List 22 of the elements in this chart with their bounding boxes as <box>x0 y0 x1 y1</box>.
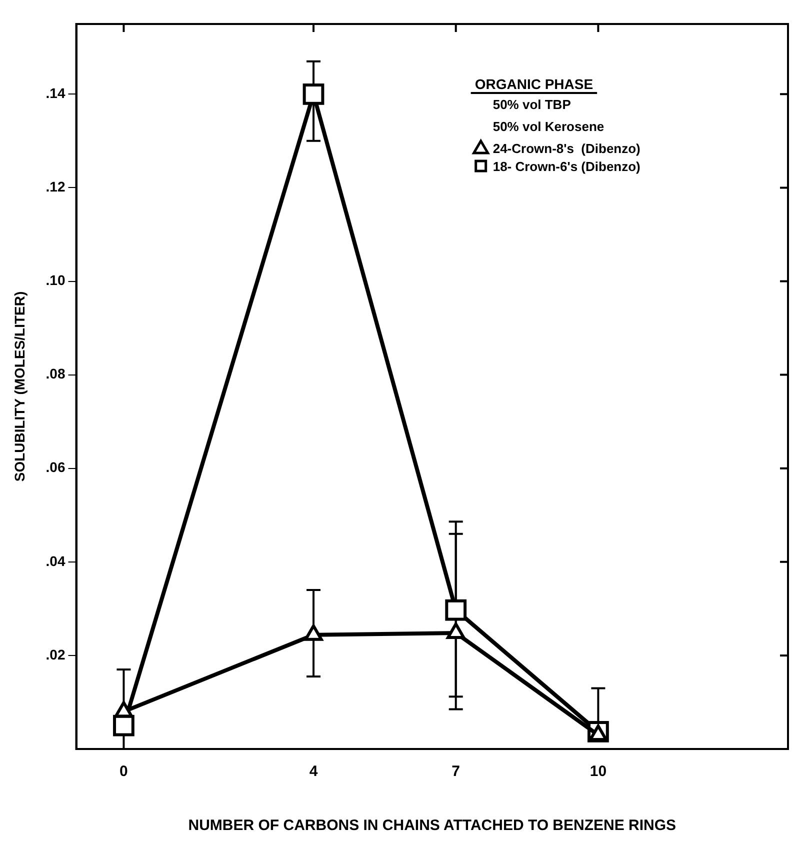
annotation: 50% vol TBP <box>492 97 572 112</box>
point <box>446 622 466 639</box>
y-axis-title: SOLUBILITY (MOLES/LITER) <box>11 291 28 482</box>
legend-label: 24-Crown-8's (Dibenzo) <box>492 141 640 156</box>
y-tick-label: .10 <box>46 272 66 288</box>
x-tick-label: 4 <box>309 763 318 780</box>
y-tick-label: .08 <box>46 366 66 382</box>
y-tick-label: .12 <box>46 178 66 195</box>
legend-label: 18- Crown-6's (Dibenzo) <box>492 159 640 174</box>
y-tick-label: .06 <box>46 459 66 476</box>
x-tick-label: 10 <box>590 763 607 780</box>
point <box>302 83 324 105</box>
y-tick-label: .02 <box>46 646 66 662</box>
point <box>304 624 323 641</box>
x-axis-title: NUMBER OF CARBONS IN CHAINS ATTACHED TO BENZENE RINGS <box>188 817 676 834</box>
annotation: 50% vol Kerosene <box>492 119 604 134</box>
x-tick-label: 0 <box>120 763 128 780</box>
point <box>114 701 134 718</box>
x-tick-label: 7 <box>452 763 460 780</box>
y-tick-label: .14 <box>46 85 66 102</box>
y-tick-label: .04 <box>46 552 66 569</box>
legend-title: ORGANIC PHASE <box>474 76 594 92</box>
